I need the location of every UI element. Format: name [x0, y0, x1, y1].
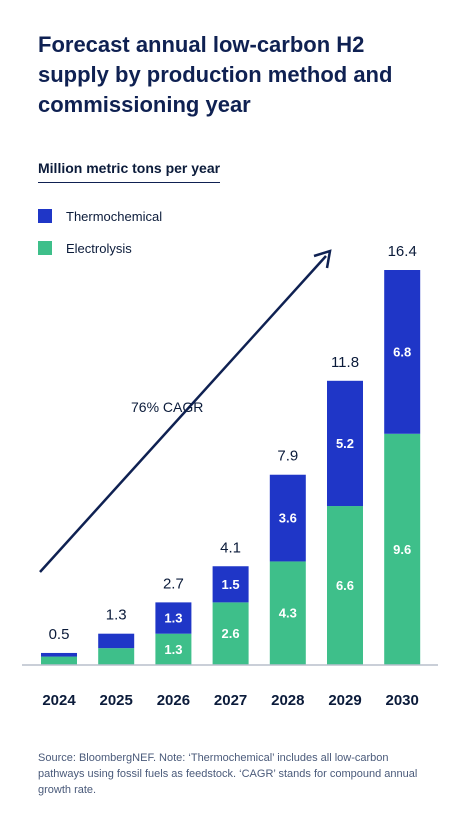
- total-label-2024: 0.5: [49, 626, 70, 643]
- total-label-2030: 16.4: [388, 243, 417, 260]
- bar-label-electrolysis-2027: 2.6: [222, 626, 240, 641]
- bar-label-thermochemical-2028: 3.6: [279, 511, 297, 526]
- x-tick-2027: 2027: [214, 692, 247, 709]
- bar-thermochemical-2026: [155, 602, 192, 634]
- bar-electrolysis-2025: [98, 648, 135, 665]
- total-label-2028: 7.9: [277, 448, 298, 465]
- bar-electrolysis-2027: [212, 602, 249, 665]
- stacked-bar-chart: 0.5 1.3 1.3 1.3 2.7 2.6 1.5 4.1 4.3 3.6 7.9 6.6 5.2 1…: [22, 243, 438, 709]
- x-tick-2028: 2028: [271, 692, 304, 709]
- bar-thermochemical-2028: [269, 474, 306, 562]
- legend-swatch-thermochemical: [38, 209, 52, 223]
- bar-electrolysis-2024: [41, 656, 77, 665]
- bar-label-electrolysis-2026: 1.3: [164, 642, 182, 657]
- cagr-arrow-line: [39, 255, 327, 573]
- legend-label-electrolysis: Electrolysis: [66, 240, 132, 256]
- bar-thermochemical-2029: [327, 380, 363, 507]
- bar-electrolysis-2029: [327, 506, 363, 665]
- x-tick-2026: 2026: [157, 692, 190, 709]
- x-tick-2025: 2025: [100, 692, 133, 709]
- bar-label-electrolysis-2030: 9.6: [393, 542, 411, 557]
- bar-thermochemical-2030: [384, 270, 421, 434]
- source-note: Source: BloombergNEF. Note: ‘Thermochemi…: [38, 752, 418, 796]
- legend: Thermochemical Electrolysis: [38, 200, 162, 264]
- bar-label-electrolysis-2029: 6.6: [336, 578, 354, 593]
- bar-electrolysis-2026: [155, 633, 192, 665]
- bar-label-thermochemical-2030: 6.8: [393, 344, 411, 359]
- legend-item-electrolysis: Electrolysis: [38, 232, 162, 264]
- bar-label-thermochemical-2029: 5.2: [336, 436, 354, 451]
- chart-title: Forecast annual low-carbon H2 supply by …: [38, 32, 393, 117]
- bar-electrolysis-2028: [269, 561, 306, 665]
- total-label-2025: 1.3: [106, 607, 127, 624]
- x-tick-2030: 2030: [386, 692, 419, 709]
- x-tick-labels: 2024 2025 2026 2027 2028 2029 2030: [42, 692, 419, 709]
- bars-group: 0.5 1.3 1.3 1.3 2.7 2.6 1.5 4.1 4.3 3.6 7.9 6.6 5.2 1…: [41, 243, 421, 665]
- bar-label-thermochemical-2026: 1.3: [164, 611, 182, 626]
- legend-label-thermochemical: Thermochemical: [66, 208, 163, 224]
- total-label-2026: 2.7: [163, 575, 184, 592]
- bar-label-thermochemical-2027: 1.5: [222, 577, 240, 592]
- x-tick-2029: 2029: [328, 692, 361, 709]
- bar-thermochemical-2027: [212, 566, 249, 603]
- x-tick-2024: 2024: [42, 692, 76, 709]
- bar-thermochemical-2024: [41, 652, 77, 657]
- unit-label: Million metric tons per year: [38, 160, 221, 183]
- cagr-arrow-head: [313, 249, 332, 269]
- legend-item-thermochemical: Thermochemical: [38, 200, 162, 232]
- total-label-2027: 4.1: [220, 539, 241, 556]
- bar-electrolysis-2030: [384, 433, 421, 665]
- legend-swatch-electrolysis: [38, 241, 52, 255]
- bar-thermochemical-2025: [98, 633, 135, 649]
- total-label-2029: 11.8: [331, 354, 359, 371]
- cagr-annotation: 76% CAGR: [131, 399, 203, 415]
- bar-label-electrolysis-2028: 4.3: [279, 606, 297, 621]
